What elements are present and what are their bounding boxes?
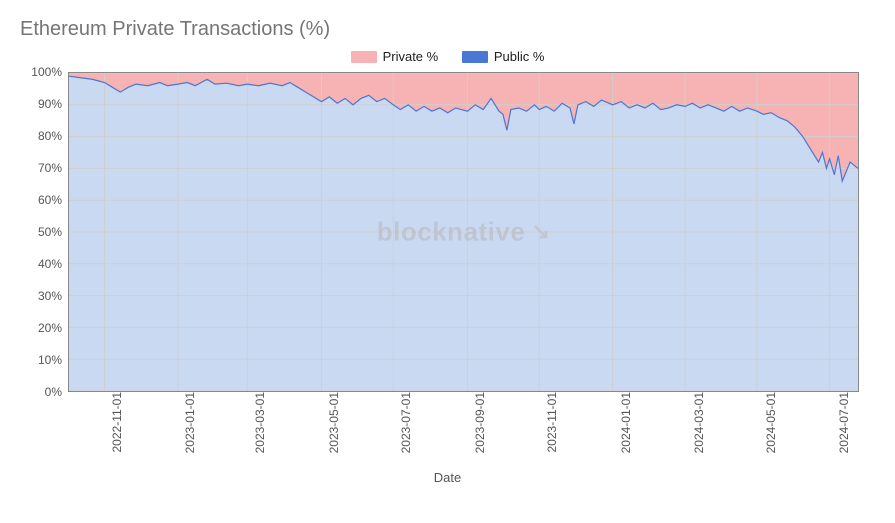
ytick-label: 90% — [38, 97, 68, 111]
legend-item-private: Private % — [351, 49, 439, 64]
ytick-label: 60% — [38, 193, 68, 207]
chart-title: Ethereum Private Transactions (%) — [20, 18, 877, 41]
xtick-label: 2023-05-01 — [321, 392, 341, 453]
legend: Private % Public % — [18, 49, 877, 66]
plot-wrap: blocknative ↘ 0%10%20%30%40%50%60%70%80%… — [68, 72, 859, 392]
xtick-label: 2023-07-01 — [393, 392, 413, 453]
xaxis-title: Date — [18, 470, 877, 485]
ytick-label: 50% — [38, 225, 68, 239]
ytick-label: 30% — [38, 289, 68, 303]
plot-svg — [69, 73, 858, 391]
plot-area: blocknative ↘ — [68, 72, 859, 392]
xtick-label: 2023-01-01 — [177, 392, 197, 453]
ytick-label: 0% — [45, 385, 68, 399]
xtick-label: 2024-03-01 — [686, 392, 706, 453]
xtick-label: 2023-11-01 — [539, 392, 559, 453]
ytick-label: 40% — [38, 257, 68, 271]
xtick-label: 2023-03-01 — [247, 392, 267, 453]
legend-swatch-private — [351, 51, 377, 63]
ytick-label: 100% — [31, 65, 68, 79]
ytick-label: 10% — [38, 353, 68, 367]
legend-label-private: Private % — [383, 49, 439, 64]
ytick-label: 80% — [38, 129, 68, 143]
xtick-label: 2024-01-01 — [613, 392, 633, 453]
xtick-label: 2022-11-01 — [104, 392, 124, 453]
ytick-label: 20% — [38, 321, 68, 335]
legend-swatch-public — [462, 51, 488, 63]
xtick-label: 2024-05-01 — [758, 392, 778, 453]
legend-label-public: Public % — [494, 49, 545, 64]
xtick-label: 2023-09-01 — [467, 392, 487, 453]
ytick-label: 70% — [38, 161, 68, 175]
xtick-label: 2024-07-01 — [831, 392, 851, 453]
chart-container: Ethereum Private Transactions (%) Privat… — [0, 0, 895, 523]
legend-item-public: Public % — [462, 49, 545, 64]
